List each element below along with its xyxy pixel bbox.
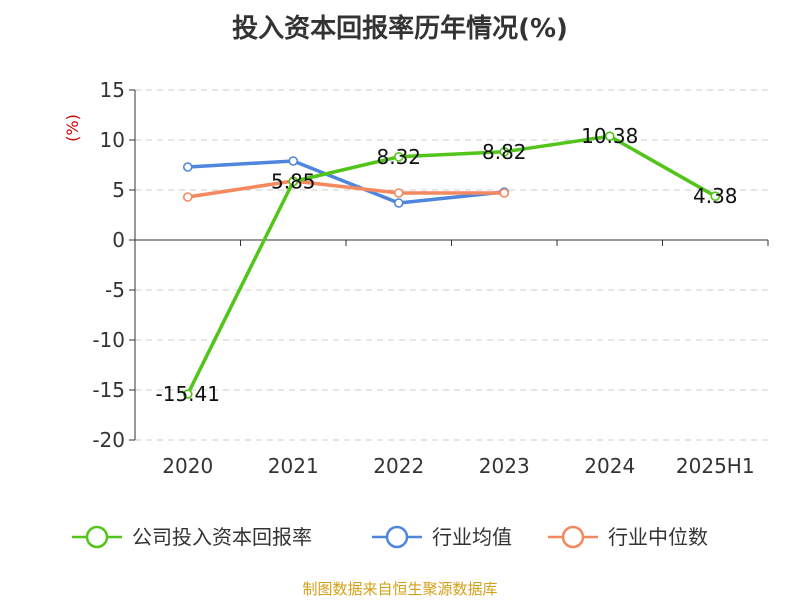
series-line: [187, 179, 505, 199]
x-tick-label: 2022: [373, 454, 424, 478]
x-tick-label: 2024: [584, 454, 635, 478]
legend: 公司投入资本回报率 行业均值 行业中位数: [72, 525, 708, 549]
data-point: [288, 156, 299, 166]
axes: [129, 89, 769, 441]
data-point: [604, 131, 615, 141]
source-note: 制图数据来自恒生聚源数据库: [302, 580, 498, 598]
legend-marker: [85, 525, 109, 549]
data-point: [710, 191, 721, 201]
series-line: [186, 134, 717, 395]
data-label: 4.38: [693, 184, 738, 208]
data-label: -15.41: [156, 382, 220, 406]
x-tick-label: 2023: [479, 454, 530, 478]
x-tick-label: 2021: [268, 454, 319, 478]
data-point: [393, 152, 404, 162]
y-tick-labels: 15 10 5 0 -5 -10 -15 -20: [92, 78, 125, 452]
y-tick-label: 15: [100, 78, 125, 102]
y-tick-label: 0: [112, 228, 125, 252]
x-tick-labels: 2020 2021 2022 2023 2024 2025H1: [162, 454, 754, 478]
legend-marker: [385, 525, 409, 549]
legend-item[interactable]: 行业均值: [372, 525, 512, 549]
y-tick-label: -20: [92, 428, 125, 452]
data-label: 8.32: [376, 145, 421, 169]
data-point: [393, 198, 404, 208]
legend-marker: [561, 525, 585, 549]
legend-label: 公司投入资本回报率: [132, 525, 312, 549]
data-label: 10.38: [581, 124, 638, 148]
data-point: [499, 147, 510, 157]
y-tick-label: 10: [100, 128, 125, 152]
legend-item[interactable]: 行业中位数: [548, 525, 708, 549]
data-label: 8.82: [482, 140, 527, 164]
y-tick-label: -15: [92, 378, 125, 402]
y-tick-label: 5: [112, 178, 125, 202]
x-tick-label: 2020: [162, 454, 213, 478]
data-point: [393, 188, 404, 198]
gridlines: [135, 89, 768, 441]
legend-item[interactable]: 公司投入资本回报率: [72, 525, 312, 549]
series-line: [187, 159, 505, 205]
data-label: 5.85: [271, 170, 316, 194]
data-point: [182, 192, 193, 202]
data-point: [182, 162, 193, 172]
y-axis-label: (%): [63, 114, 82, 142]
y-tick-label: -10: [92, 328, 125, 352]
x-tick-label: 2025H1: [676, 454, 755, 478]
legend-label: 行业中位数: [608, 525, 708, 549]
legend-label: 行业均值: [432, 525, 512, 549]
data-point: [182, 389, 193, 399]
data-point: [499, 188, 510, 198]
y-tick-label: -5: [105, 278, 125, 302]
data-point: [288, 176, 299, 187]
data-labels: -15.41 5.85 8.32 8.82 10.38 4.38: [156, 124, 738, 406]
series-lines: [182, 131, 721, 399]
chart-title: 投入资本回报率历年情况(%): [232, 14, 568, 44]
